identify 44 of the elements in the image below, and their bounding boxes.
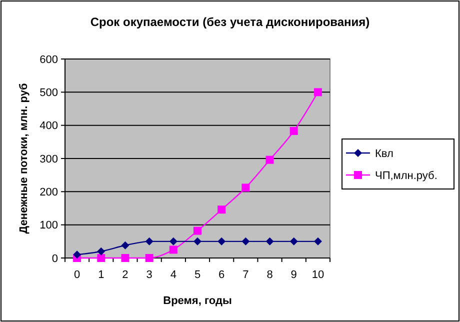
point [290,237,298,246]
point [266,156,274,164]
point [314,88,322,96]
point [169,246,178,254]
x-tick-label: 3 [146,269,152,281]
x-tick-label: 10 [312,269,324,281]
x-tick-label: 0 [74,269,80,281]
point [121,254,130,262]
y-tick-label: 200 [40,186,58,199]
legend-label: Квл [375,148,394,160]
y-axis-title: Денежные потоки, млн. руб [18,83,30,234]
x-tick-label: 1 [98,269,104,281]
y-tick-label: 0 [52,252,58,265]
point [145,254,154,262]
x-tick-label: 2 [122,269,128,281]
point [97,254,106,262]
point [145,237,154,246]
x-tick-label: 6 [218,269,225,281]
point [97,247,106,256]
point [169,237,178,246]
point [194,226,202,235]
point [218,237,226,246]
point [242,237,250,246]
point [266,237,274,246]
x-tick-label: 8 [266,269,273,281]
y-tick-label: 600 [40,54,58,66]
point [242,184,250,192]
legend-label: ЧП,млн.руб. [375,170,438,182]
x-axis-title: Время, годы [163,295,232,307]
y-tick-label: 300 [40,153,58,166]
point [218,206,226,214]
y-tick-label: 500 [40,87,58,100]
y-tick-label: 100 [40,220,58,232]
x-tick-label: 7 [242,269,249,281]
point [194,237,202,246]
chart-title: Срок окупаемости (без учета дисконирования) [90,15,370,29]
y-tick-label: 400 [40,120,58,132]
point [314,237,322,246]
point [73,250,82,259]
x-tick-label: 9 [290,269,297,281]
point [290,126,298,135]
point [121,241,130,250]
x-tick-label: 4 [170,269,176,281]
x-tick-label: 5 [194,269,201,281]
